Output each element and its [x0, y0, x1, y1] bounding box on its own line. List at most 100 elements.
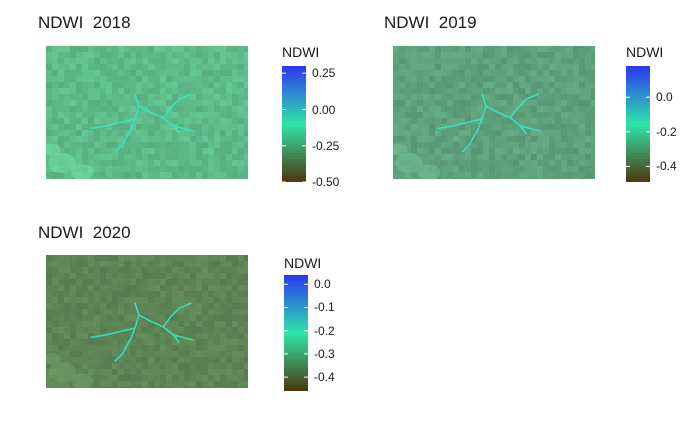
map-cell	[525, 154, 531, 160]
map-cell	[166, 381, 172, 387]
map-cell	[537, 130, 543, 136]
map-cell	[94, 88, 100, 94]
map-cell	[82, 363, 88, 369]
map-cell	[489, 178, 495, 179]
map-cell	[166, 160, 172, 166]
map-cell	[555, 142, 561, 148]
map-cell	[447, 100, 453, 106]
map-cell	[88, 273, 94, 279]
map-cell	[142, 291, 148, 297]
map-cell	[70, 178, 76, 179]
map-cell	[124, 267, 130, 273]
map-cell	[244, 178, 248, 179]
map-cell	[112, 309, 118, 315]
map-cell	[58, 64, 64, 70]
colorbar-2018	[282, 66, 306, 182]
map-cell	[196, 255, 202, 261]
map-cell	[232, 160, 238, 166]
map-cell	[52, 345, 58, 351]
map-cell	[94, 303, 100, 309]
map-cell	[88, 64, 94, 70]
map-cell	[477, 154, 483, 160]
map-cell	[208, 309, 214, 315]
map-cell	[172, 357, 178, 363]
colorbar-segment	[284, 295, 308, 299]
map-cell	[399, 52, 405, 58]
map-cell	[106, 369, 112, 375]
map-cell	[64, 82, 70, 88]
map-cell	[178, 130, 184, 136]
map-cell	[154, 357, 160, 363]
map-cell	[88, 309, 94, 315]
map-cell	[411, 82, 417, 88]
map-cell	[411, 70, 417, 76]
map-cell	[190, 88, 196, 94]
map-cell	[238, 351, 244, 357]
colorbar-segment	[626, 135, 650, 140]
map-cell	[154, 387, 160, 388]
map-cell	[88, 285, 94, 291]
map-cell	[130, 148, 136, 154]
map-cell	[58, 148, 64, 154]
map-cell	[453, 52, 459, 58]
map-cell	[136, 88, 142, 94]
map-cell	[196, 369, 202, 375]
map-cell	[411, 88, 417, 94]
map-cell	[555, 112, 561, 118]
map-cell	[76, 142, 82, 148]
map-cell	[190, 291, 196, 297]
map-cell	[471, 124, 477, 130]
map-cell	[585, 64, 591, 70]
map-cell	[172, 142, 178, 148]
map-cell	[573, 100, 579, 106]
map-cell	[226, 291, 232, 297]
map-cell	[501, 82, 507, 88]
map-cell	[184, 46, 190, 52]
map-cell	[405, 82, 411, 88]
map-cell	[411, 100, 417, 106]
map-cell	[64, 46, 70, 52]
map-cell	[202, 178, 208, 179]
map-cell	[531, 82, 537, 88]
map-cell	[190, 369, 196, 375]
map-cell	[100, 76, 106, 82]
map-cell	[483, 106, 489, 112]
map-cell	[214, 94, 220, 100]
map-cell	[112, 130, 118, 136]
map-cell	[411, 106, 417, 112]
map-cell	[124, 58, 130, 64]
map-cell	[46, 255, 52, 261]
map-cell	[184, 339, 190, 345]
map-cell	[441, 100, 447, 106]
map-cell	[196, 375, 202, 381]
map-cell	[501, 136, 507, 142]
map-cell	[220, 118, 226, 124]
map-cell	[178, 261, 184, 267]
map-cell	[220, 273, 226, 279]
map-cell	[130, 58, 136, 64]
map-cell	[495, 82, 501, 88]
map-cell	[423, 58, 429, 64]
map-cell	[232, 52, 238, 58]
map-cell	[70, 94, 76, 100]
map-cell	[160, 273, 166, 279]
map-cell	[112, 375, 118, 381]
map-cell	[46, 58, 52, 64]
map-cell	[220, 76, 226, 82]
map-cell	[214, 172, 220, 178]
river-segment	[162, 302, 192, 328]
map-cell	[100, 130, 106, 136]
map-cell	[435, 94, 441, 100]
map-cell	[226, 327, 232, 333]
map-cell	[178, 255, 184, 261]
map-cell	[244, 315, 248, 321]
map-cell	[585, 124, 591, 130]
map-cell	[136, 345, 142, 351]
map-cell	[94, 321, 100, 327]
map-cell	[136, 357, 142, 363]
map-cell	[118, 118, 124, 124]
map-cell	[567, 118, 573, 124]
map-cell	[76, 160, 82, 166]
map-cell	[130, 112, 136, 118]
map-cell	[202, 351, 208, 357]
